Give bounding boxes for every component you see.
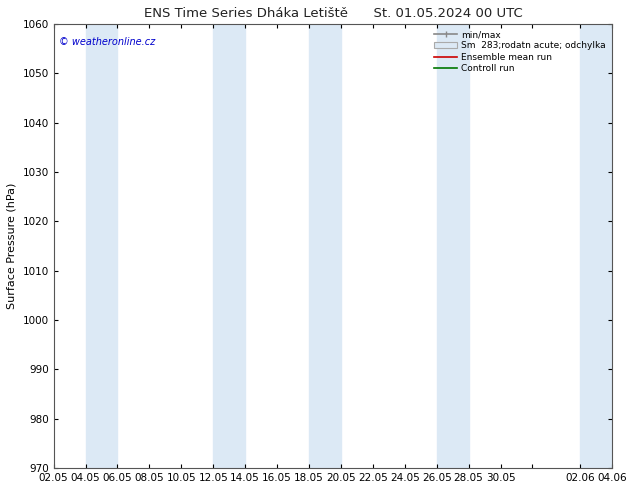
Bar (437, 24, 469, 468)
Bar (86, 24, 117, 468)
Title: ENS Time Series Dháka Letiště      St. 01.05.2024 00 UTC: ENS Time Series Dháka Letiště St. 01.05.… (143, 7, 522, 20)
Bar (580, 24, 612, 468)
Bar (213, 24, 245, 468)
Text: © weatheronline.cz: © weatheronline.cz (59, 37, 155, 47)
Legend: min/max, Sm  283;rodatn acute; odchylka, Ensemble mean run, Controll run: min/max, Sm 283;rodatn acute; odchylka, … (432, 28, 608, 75)
Bar (309, 24, 341, 468)
Y-axis label: Surface Pressure (hPa): Surface Pressure (hPa) (7, 183, 17, 309)
